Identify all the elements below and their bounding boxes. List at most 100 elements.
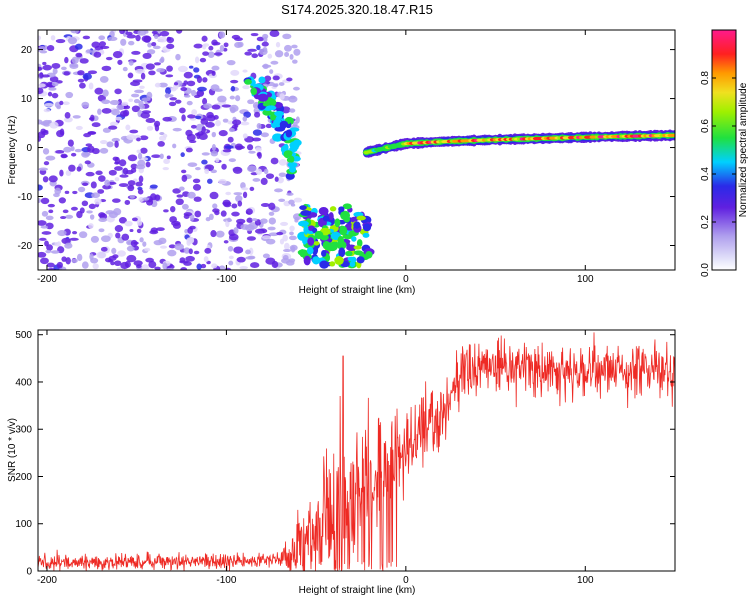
spectrogram-noise-blob bbox=[148, 260, 157, 269]
spectrogram-noise-blob bbox=[139, 237, 144, 243]
spectrogram-noise-blob bbox=[203, 43, 210, 47]
snr-y-tick-label: 0 bbox=[26, 567, 32, 578]
spectrogram-noise-blob bbox=[38, 220, 47, 226]
spectrogram-trace-blob bbox=[287, 161, 298, 168]
spectrogram-noise-blob bbox=[102, 184, 112, 190]
spectrogram-noise-blob bbox=[140, 112, 150, 119]
spectrogram-noise-blob bbox=[170, 206, 176, 213]
spectrogram-noise-blob bbox=[245, 256, 255, 260]
spectrogram-cluster-blob bbox=[356, 215, 366, 221]
spectrogram-noise-blob bbox=[64, 190, 70, 194]
spectrogram-noise-blob bbox=[45, 155, 56, 161]
spectrogram-noise-blob bbox=[95, 170, 103, 176]
spectrogram-noise-blob bbox=[183, 261, 192, 266]
spectrogram-noise-blob bbox=[90, 181, 97, 189]
spectrogram-trace-blob bbox=[265, 105, 277, 111]
spectrogram-noise-blob bbox=[187, 162, 198, 167]
spectrogram-noise-blob bbox=[111, 108, 120, 116]
spectrogram-noise-blob bbox=[246, 217, 253, 223]
snr-frame bbox=[37, 329, 676, 572]
spectrogram-noise-blob bbox=[42, 148, 50, 155]
spectrogram-noise-blob bbox=[201, 159, 208, 165]
spectrogram-noise-blob bbox=[98, 228, 105, 233]
spectrogram-noise-blob bbox=[168, 244, 176, 249]
spectrogram-noise-blob bbox=[70, 146, 75, 152]
spectrogram-noise-blob bbox=[102, 89, 109, 97]
spectrogram-noise-blob bbox=[185, 147, 193, 153]
spectrogram-noise-blob bbox=[87, 70, 98, 75]
spectrogram-cluster-blob bbox=[328, 212, 334, 221]
spectrogram-noise-blob bbox=[82, 35, 91, 40]
spectrogram-noise-blob bbox=[145, 198, 154, 206]
spectrogram-cluster-blob bbox=[356, 239, 363, 247]
spectrogram-noise-blob bbox=[241, 187, 249, 191]
spectrogram-noise-blob bbox=[244, 51, 253, 56]
spectrogram-noise-blob bbox=[54, 241, 60, 247]
spectrogram-noise-blob bbox=[233, 246, 244, 254]
spectrogram-noise-blob bbox=[63, 71, 71, 76]
spectrogram-noise-blob bbox=[228, 260, 234, 266]
spectrogram-cluster-blob bbox=[353, 245, 362, 250]
spectrogram-noise-blob bbox=[45, 249, 52, 254]
spectrogram-noise-blob bbox=[268, 211, 275, 216]
spectrogram-noise-blob bbox=[127, 72, 134, 79]
spectrogram-noise-blob bbox=[127, 184, 135, 192]
spectrogram-noise-blob bbox=[277, 176, 284, 184]
spectrogram-cluster-blob bbox=[343, 215, 351, 223]
spectrogram-noise-blob bbox=[100, 235, 111, 243]
spectrogram-noise-blob bbox=[130, 239, 138, 247]
spectrogram-noise-blob bbox=[145, 161, 151, 168]
spectrogram-noise-blob bbox=[214, 88, 223, 92]
spectrogram-trace-blob bbox=[288, 155, 295, 163]
spectrogram-cluster-blob bbox=[329, 206, 337, 212]
spectrogram-noise-blob bbox=[114, 225, 124, 233]
spectrogram-noise-blob bbox=[126, 134, 136, 140]
spectrogram-noise-blob bbox=[255, 168, 263, 175]
spectrogram-noise-blob bbox=[215, 230, 225, 238]
spectrogram-noise-blob bbox=[292, 86, 300, 91]
spectrogram-noise-blob bbox=[267, 53, 273, 59]
spectrogram-noise-blob bbox=[180, 152, 185, 158]
spectrogram-cluster-blob bbox=[322, 215, 330, 222]
spectrogram-noise-blob bbox=[288, 258, 296, 263]
spectrogram-noise-blob bbox=[229, 95, 235, 100]
spectrogram-noise-blob bbox=[178, 107, 186, 114]
spectrogram-noise-blob bbox=[94, 198, 102, 205]
spectrogram-noise-blob bbox=[114, 177, 120, 182]
spectrogram-noise-blob bbox=[79, 58, 89, 64]
spectrogram-noise-blob bbox=[43, 161, 50, 166]
spectrogram-noise-blob bbox=[59, 128, 65, 136]
spectrogram-noise-blob bbox=[128, 40, 135, 46]
spectrogram-noise-blob bbox=[69, 237, 79, 241]
spectrogram-noise-blob bbox=[115, 116, 122, 121]
spectrogram-noise-blob bbox=[256, 36, 265, 42]
spectrogram-noise-blob bbox=[131, 105, 140, 113]
spectrogram-noise-blob bbox=[116, 267, 124, 270]
spectrogram-noise-blob bbox=[146, 125, 154, 131]
spectrogram-noise-blob bbox=[38, 197, 41, 204]
spectrogram-noise-blob bbox=[278, 82, 285, 86]
spectrogram-noise-blob bbox=[42, 176, 49, 183]
spectrogram-noise-blob bbox=[154, 266, 161, 270]
spectrogram-trace-blob bbox=[250, 87, 258, 96]
spectrogram-noise-blob bbox=[235, 195, 243, 203]
spectrogram-noise-blob bbox=[49, 76, 59, 83]
spectrogram-noise-blob bbox=[165, 87, 172, 95]
spectrogram-noise-blob bbox=[70, 30, 80, 34]
spectrogram-noise-blob bbox=[183, 80, 188, 85]
spectrogram-noise-blob bbox=[130, 81, 141, 87]
spectrogram-noise-blob bbox=[105, 210, 115, 215]
spectrogram-noise-blob bbox=[230, 79, 239, 84]
spectrogram-noise-blob bbox=[242, 69, 248, 73]
spectrogram-noise-blob bbox=[286, 77, 293, 82]
spectrogram-noise-blob bbox=[38, 66, 43, 71]
spectrogram-noise-blob bbox=[90, 235, 100, 243]
spectrogram-noise-blob bbox=[156, 67, 165, 73]
spectrogram-noise-blob bbox=[39, 50, 48, 54]
spectrogram-noise-blob bbox=[111, 247, 117, 255]
spectrogram-noise-blob bbox=[288, 235, 297, 241]
spectrogram-noise-blob bbox=[39, 237, 47, 241]
spectrogram-noise-blob bbox=[220, 210, 227, 217]
spectrogram-noise-blob bbox=[194, 56, 200, 64]
spectrogram-noise-blob bbox=[170, 86, 177, 92]
